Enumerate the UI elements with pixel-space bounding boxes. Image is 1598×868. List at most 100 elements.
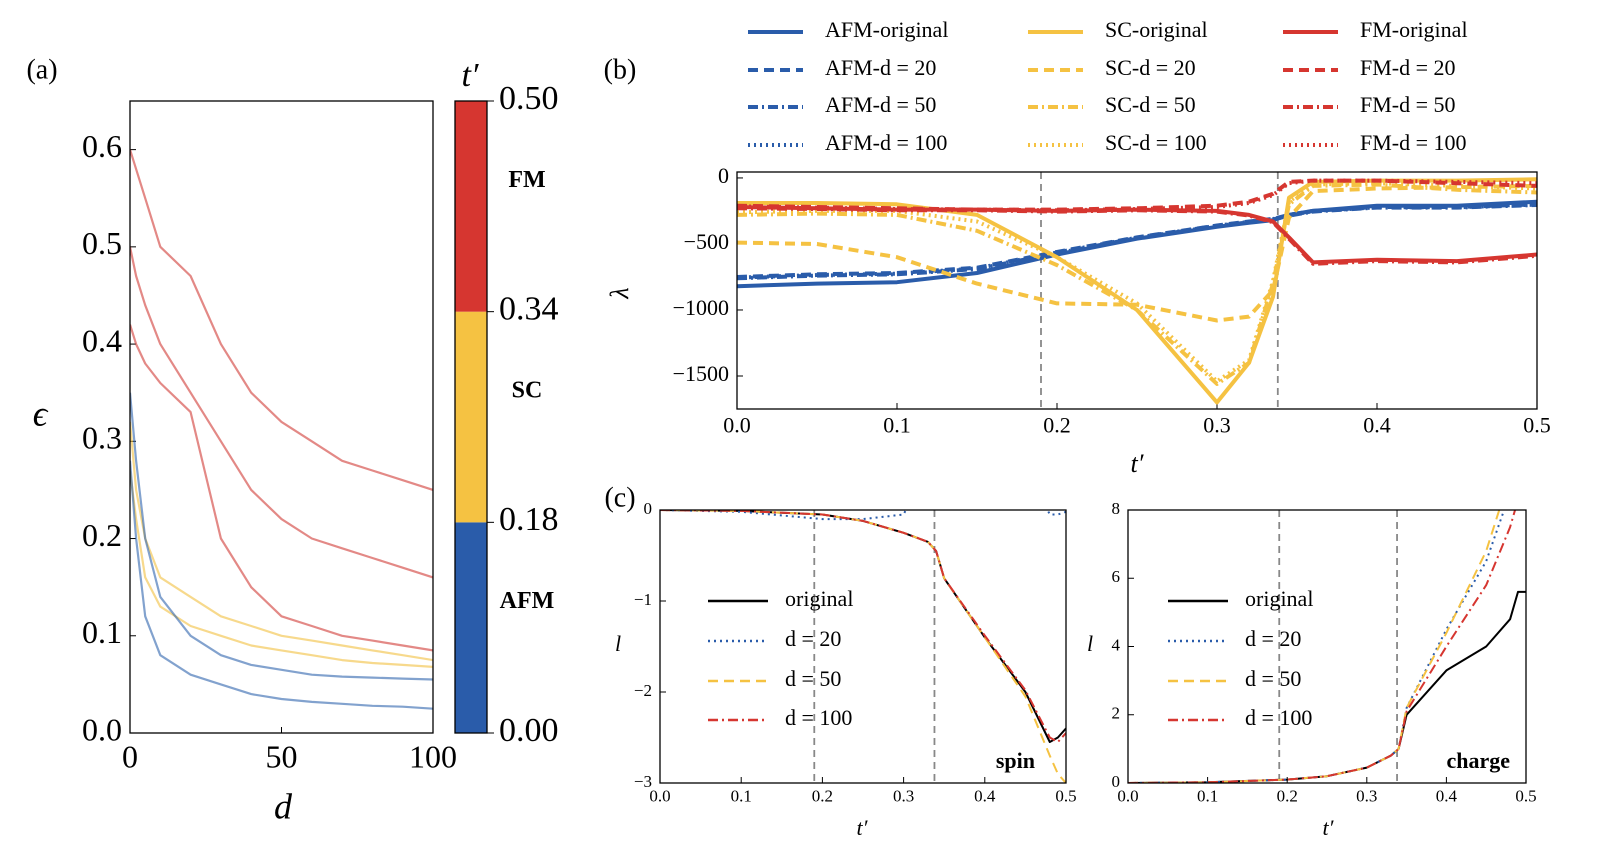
panel-label: (c) [604,482,635,513]
legend-label: SC-original [1105,17,1208,42]
x-tick-label: 0.5 [1523,413,1551,438]
y-tick-label: 0 [718,163,729,188]
legend-label: AFM-original [825,17,948,42]
series-line [737,206,1537,266]
annotation: charge [1446,748,1510,773]
colorbar-tick-label: 0.50 [499,80,559,117]
axes-frame [736,171,1538,410]
colorbar-label: SC [512,378,543,404]
legend-label: d = 50 [785,666,841,691]
x-tick-label: 0.3 [1203,413,1231,438]
y-tick-label: −2 [634,681,652,700]
y-axis-label: λ [605,287,634,299]
x-axis-label: t′ [1131,449,1144,478]
colorbar-title: t′ [462,57,479,94]
legend-label: AFM-d = 20 [825,55,936,80]
x-tick-label: 0.4 [974,786,996,805]
y-tick-label: −1 [634,590,652,609]
legend-label: FM-original [1360,17,1468,42]
series-line [130,460,433,710]
plot-area [737,172,1537,409]
x-tick-label: 0.5 [1055,786,1076,805]
colorbar-segment [455,311,487,523]
series-line [737,183,1537,323]
series-line [130,470,433,668]
x-tick-label: 0.4 [1436,786,1458,805]
y-tick-label: 0.6 [82,128,122,164]
legend-label: SC-d = 50 [1105,92,1196,117]
x-tick-label: 0.0 [649,786,670,805]
series-line [737,177,1537,405]
x-tick-label: 0 [122,739,138,775]
legend-label: FM-d = 50 [1360,92,1456,117]
series-line [130,421,433,662]
colorbar-segment [455,522,487,733]
y-tick-label: 0 [644,499,653,518]
legend-label: d = 20 [785,626,841,651]
x-tick-label: 0.1 [1197,786,1218,805]
y-tick-label: 0.5 [82,225,122,261]
x-axis-label: t′ [857,815,869,840]
axes-frame [1127,509,1527,784]
legend-label: SC-d = 100 [1105,130,1207,155]
x-tick-label: 0.2 [812,786,833,805]
y-tick-label: 0.3 [82,420,122,456]
y-tick-label: 2 [1112,704,1121,723]
annotation: spin [996,748,1035,773]
legend-label: FM-d = 100 [1360,130,1467,155]
series-line [130,246,433,579]
plot-area [660,510,1066,783]
axes-frame [129,100,434,734]
legend-label: AFM-d = 100 [825,130,947,155]
x-tick-label: 0.3 [893,786,914,805]
y-tick-label: 0 [1112,772,1121,791]
axes-frame [659,509,1067,784]
plot-area [130,149,433,710]
y-axis-label: l [615,631,621,656]
series-line [660,510,1066,521]
colorbar-label: AFM [500,588,555,614]
y-tick-label: −3 [634,772,652,791]
y-tick-label: 6 [1112,567,1121,586]
x-axis-label: t′ [1323,815,1335,840]
colorbar-tick-label: 0.18 [499,501,559,538]
x-tick-label: 0.0 [723,413,751,438]
x-tick-label: 0.2 [1277,786,1298,805]
panel: 0.0 0.1 0.2 0.3 0.4 0.5 0 −1 −2 −3 (c) t′ l spin origi… [604,482,1076,840]
colorbar-segment [455,101,487,312]
plot-area [1128,510,1526,783]
series-line [1128,510,1501,783]
x-tick-label: 0.1 [731,786,752,805]
y-tick-label: 0.0 [82,711,122,747]
y-axis-label: l [1087,631,1093,656]
colorbar-label: FM [508,167,545,193]
x-tick-label: 50 [266,739,298,775]
panel: 0.0 0.1 0.2 0.3 0.4 0.5 0 −500 −1000 −1500 (b) t′ λ A… [604,17,1551,478]
legend-label: AFM-d = 50 [825,92,936,117]
series-line [130,324,433,652]
x-tick-label: 0.3 [1356,786,1377,805]
series-line [737,203,1537,281]
y-tick-label: −1000 [673,295,729,320]
legend-label: d = 100 [1245,705,1312,730]
y-tick-label: 0.2 [82,517,122,553]
panel-label: (b) [604,54,637,85]
y-tick-label: 8 [1112,499,1121,518]
legend-label: d = 20 [1245,626,1301,651]
legend-label: FM-d = 20 [1360,55,1456,80]
series-line [737,178,1537,212]
colorbar-tick-label: 0.34 [499,290,559,327]
x-tick-label: 0.5 [1515,786,1536,805]
panel-label: (a) [26,54,57,85]
colorbar-tick-label: 0.00 [499,712,559,749]
series-line [130,392,433,681]
x-tick-label: 0.1 [883,413,911,438]
series-line [1128,510,1506,783]
series-line [737,181,1537,384]
x-tick-label: 0.0 [1117,786,1138,805]
x-tick-label: 0.2 [1043,413,1071,438]
legend-label: SC-d = 20 [1105,55,1196,80]
series-line [130,149,433,491]
